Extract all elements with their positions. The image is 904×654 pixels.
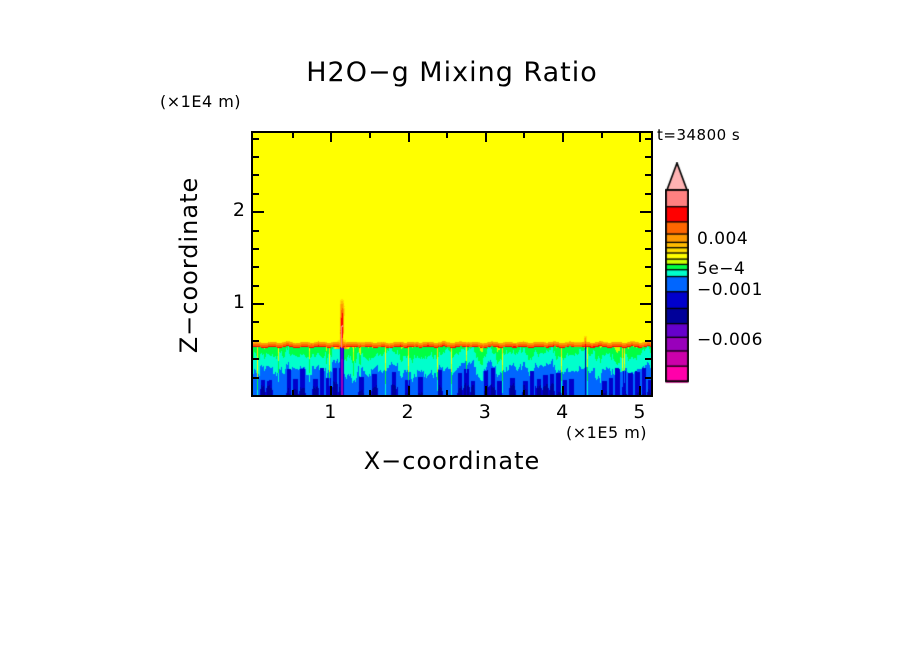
tick-mark (253, 138, 259, 140)
tick-mark (601, 390, 603, 395)
y-axis-unit-label: (×1E4 m) (160, 92, 242, 111)
tick-mark (253, 358, 259, 360)
tick-mark (645, 377, 651, 379)
time-annotation: t=34800 s (657, 126, 741, 144)
x-axis-title: X−coordinate (363, 447, 541, 475)
y-tick-label: 2 (232, 199, 245, 222)
colorbar-tick-label: −0.001 (697, 280, 763, 300)
tick-mark (645, 248, 651, 250)
tick-mark (645, 174, 651, 176)
page-title: H2O−g Mixing Ratio (306, 57, 598, 88)
colorbar-tick-label: 0.004 (697, 229, 749, 249)
colorbar (665, 162, 689, 395)
x-tick-label: 5 (633, 401, 646, 423)
tick-mark (645, 358, 651, 360)
colorbar-tick-label: 5e−4 (697, 259, 746, 279)
tick-mark (253, 156, 259, 158)
tick-mark (523, 133, 525, 138)
tick-mark (446, 133, 448, 138)
tick-mark (408, 386, 410, 395)
tick-mark (369, 133, 371, 138)
tick-mark (253, 266, 259, 268)
tick-mark (640, 303, 651, 305)
x-tick-label: 1 (324, 401, 337, 423)
tick-mark (253, 248, 259, 250)
tick-mark (253, 211, 264, 213)
tick-mark (485, 133, 487, 142)
tick-mark (645, 230, 651, 232)
tick-mark (562, 386, 564, 395)
x-tick-label: 4 (556, 401, 569, 423)
tick-mark (645, 321, 651, 323)
tick-mark (253, 193, 259, 195)
tick-mark (369, 390, 371, 395)
tick-mark (645, 266, 651, 268)
tick-mark (330, 133, 332, 142)
tick-mark (292, 133, 294, 138)
contour-field-plot (253, 133, 651, 395)
tick-mark (645, 193, 651, 195)
tick-mark (292, 390, 294, 395)
tick-mark (253, 321, 259, 323)
tick-mark (446, 390, 448, 395)
tick-mark (408, 133, 410, 142)
tick-mark (253, 377, 259, 379)
x-tick-label: 3 (478, 401, 491, 423)
tick-mark (485, 386, 487, 395)
x-tick-label: 2 (401, 401, 414, 423)
y-axis-title-wrapper: Z−coordinate (175, 135, 215, 395)
colorbar-tick-label: −0.006 (697, 330, 763, 350)
tick-mark (330, 386, 332, 395)
tick-mark (523, 390, 525, 395)
tick-mark (253, 230, 259, 232)
tick-mark (645, 340, 651, 342)
tick-mark (645, 285, 651, 287)
tick-mark (253, 174, 259, 176)
y-axis-title: Z−coordinate (175, 176, 203, 354)
tick-mark (639, 133, 641, 142)
y-tick-label: 1 (232, 291, 245, 314)
tick-mark (645, 138, 651, 140)
colorbar-gradient (665, 162, 689, 395)
tick-mark (601, 133, 603, 138)
tick-mark (645, 156, 651, 158)
tick-mark (253, 303, 264, 305)
tick-mark (640, 211, 651, 213)
tick-mark (562, 133, 564, 142)
tick-mark (253, 285, 259, 287)
tick-mark (253, 340, 259, 342)
x-axis-unit-label: (×1E5 m) (566, 423, 648, 442)
tick-mark (639, 386, 641, 395)
